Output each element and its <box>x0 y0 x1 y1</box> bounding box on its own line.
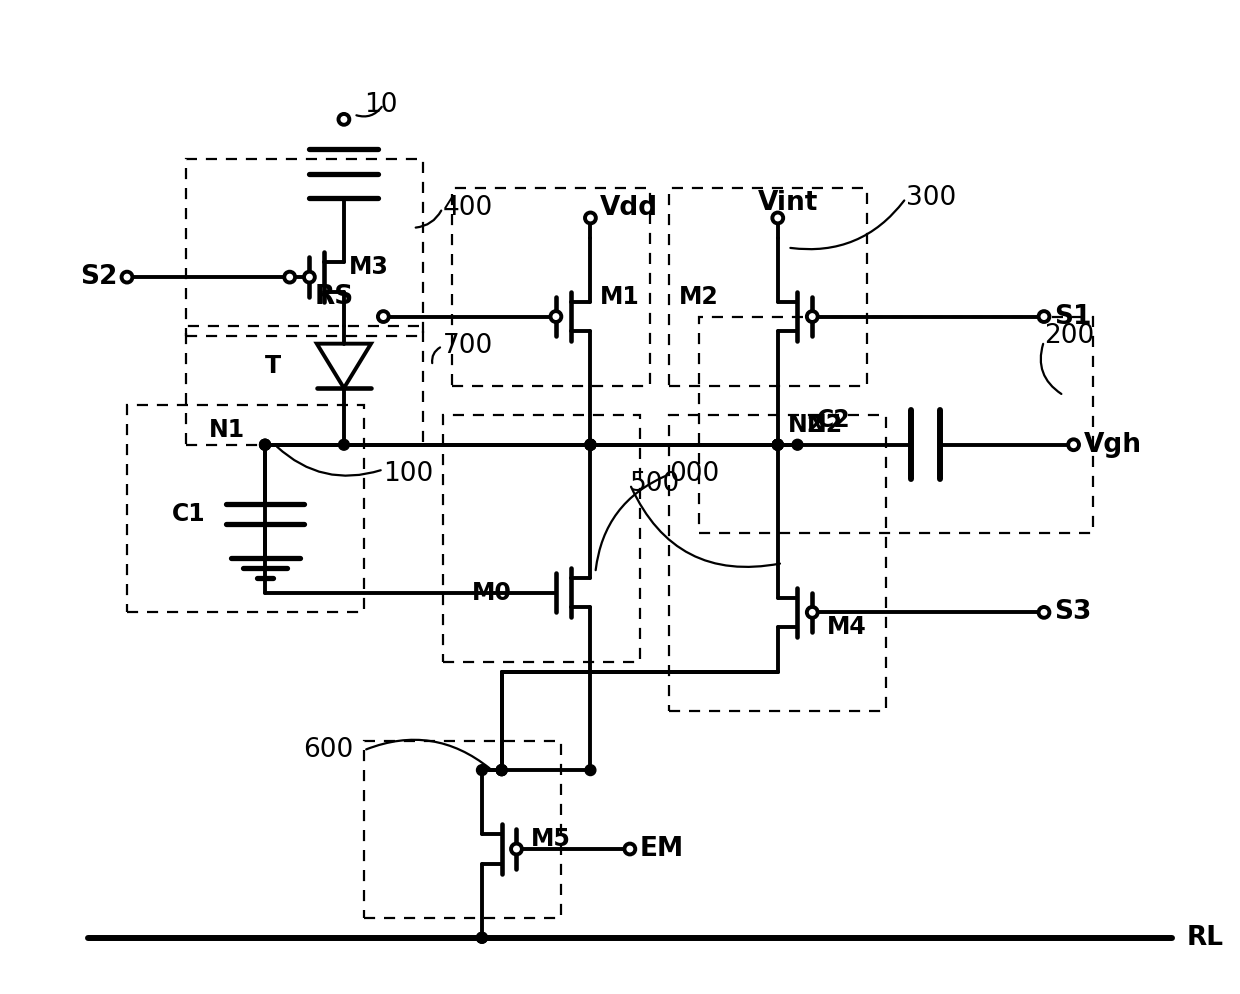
Text: RS: RS <box>315 284 353 310</box>
Text: N2: N2 <box>787 414 823 437</box>
Text: T: T <box>265 354 281 378</box>
Text: Vdd: Vdd <box>600 195 658 221</box>
Circle shape <box>585 439 596 450</box>
Circle shape <box>773 439 784 450</box>
Text: Vgh: Vgh <box>1084 431 1142 458</box>
Text: 200: 200 <box>1044 323 1094 349</box>
Circle shape <box>551 311 562 322</box>
Circle shape <box>773 439 784 450</box>
Circle shape <box>585 213 596 224</box>
Text: M1: M1 <box>600 285 640 309</box>
Text: EM: EM <box>640 836 683 862</box>
Circle shape <box>1039 607 1049 618</box>
Circle shape <box>1068 439 1079 450</box>
Circle shape <box>585 764 596 775</box>
Circle shape <box>496 764 507 775</box>
Circle shape <box>339 114 350 125</box>
Circle shape <box>807 607 817 618</box>
Text: N1: N1 <box>210 417 246 442</box>
Circle shape <box>476 932 487 943</box>
Circle shape <box>792 439 804 450</box>
Text: S1: S1 <box>1054 303 1091 330</box>
Circle shape <box>1039 311 1049 322</box>
Bar <box>453 189 650 386</box>
Circle shape <box>378 311 389 322</box>
Circle shape <box>496 764 507 775</box>
Circle shape <box>585 439 596 450</box>
Text: S3: S3 <box>1054 599 1091 625</box>
Text: 10: 10 <box>363 91 397 117</box>
Circle shape <box>625 844 635 855</box>
Circle shape <box>304 271 315 282</box>
Text: 300: 300 <box>906 185 956 212</box>
Text: 000: 000 <box>670 461 719 487</box>
Circle shape <box>476 764 487 775</box>
Circle shape <box>807 311 817 322</box>
Text: 500: 500 <box>630 471 680 497</box>
Text: N2: N2 <box>807 414 843 437</box>
Circle shape <box>259 439 270 450</box>
Circle shape <box>511 844 522 855</box>
Bar <box>126 406 363 612</box>
Text: M2: M2 <box>680 285 719 309</box>
Circle shape <box>496 764 507 775</box>
Circle shape <box>773 439 784 450</box>
Text: 100: 100 <box>383 461 434 487</box>
Circle shape <box>339 439 350 450</box>
Text: Vint: Vint <box>758 190 818 216</box>
Text: 700: 700 <box>443 333 492 359</box>
Bar <box>443 415 640 662</box>
Circle shape <box>773 213 784 224</box>
Bar <box>699 316 1094 534</box>
Circle shape <box>259 439 270 450</box>
Circle shape <box>284 271 295 282</box>
Text: RL: RL <box>1187 924 1224 950</box>
Bar <box>363 741 560 918</box>
Text: C1: C1 <box>172 502 206 526</box>
Bar <box>186 326 423 444</box>
Text: M3: M3 <box>348 255 388 279</box>
Bar <box>670 415 887 711</box>
Text: 400: 400 <box>443 195 492 221</box>
Circle shape <box>476 932 487 943</box>
Bar <box>186 159 423 336</box>
Text: M4: M4 <box>827 615 867 639</box>
Circle shape <box>122 271 133 282</box>
Circle shape <box>585 439 596 450</box>
Circle shape <box>585 439 596 450</box>
Bar <box>670 189 867 386</box>
Text: M5: M5 <box>531 827 572 851</box>
Text: M0: M0 <box>472 580 512 604</box>
Text: S2: S2 <box>79 264 117 290</box>
Text: 600: 600 <box>304 738 353 763</box>
Circle shape <box>773 439 784 450</box>
Text: C2: C2 <box>817 409 851 432</box>
Circle shape <box>259 439 270 450</box>
